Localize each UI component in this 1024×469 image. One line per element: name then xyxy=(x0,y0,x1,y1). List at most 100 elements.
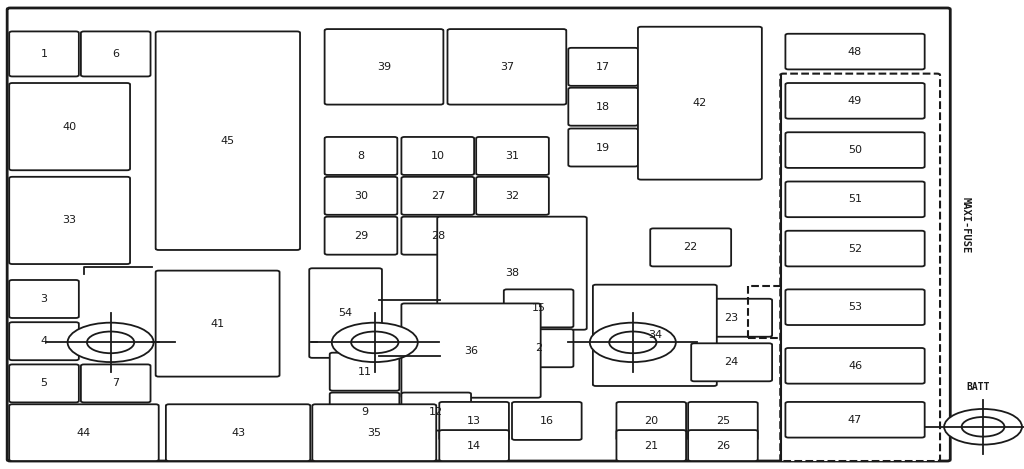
FancyBboxPatch shape xyxy=(401,303,541,398)
Text: 17: 17 xyxy=(596,62,610,72)
FancyBboxPatch shape xyxy=(785,132,925,168)
FancyBboxPatch shape xyxy=(325,137,397,175)
FancyBboxPatch shape xyxy=(785,83,925,119)
FancyBboxPatch shape xyxy=(9,83,130,170)
FancyBboxPatch shape xyxy=(785,231,925,266)
Text: 40: 40 xyxy=(62,121,77,132)
Text: 21: 21 xyxy=(644,440,658,451)
Text: 37: 37 xyxy=(500,62,514,72)
FancyBboxPatch shape xyxy=(401,393,471,431)
Text: 49: 49 xyxy=(848,96,862,106)
FancyBboxPatch shape xyxy=(439,402,509,440)
Text: 35: 35 xyxy=(368,428,381,438)
FancyBboxPatch shape xyxy=(330,393,399,431)
FancyBboxPatch shape xyxy=(309,268,382,358)
Circle shape xyxy=(68,323,154,362)
FancyBboxPatch shape xyxy=(437,217,587,330)
Text: 24: 24 xyxy=(725,357,738,367)
Text: 14: 14 xyxy=(467,440,481,451)
Text: 10: 10 xyxy=(431,151,444,161)
Text: 1: 1 xyxy=(41,49,47,59)
Text: 9: 9 xyxy=(361,407,368,416)
Text: BATT: BATT xyxy=(967,382,989,392)
Circle shape xyxy=(87,332,134,353)
FancyBboxPatch shape xyxy=(9,322,79,360)
Text: 52: 52 xyxy=(848,243,862,254)
FancyBboxPatch shape xyxy=(447,29,566,105)
Text: 31: 31 xyxy=(506,151,519,161)
FancyBboxPatch shape xyxy=(9,364,79,402)
FancyBboxPatch shape xyxy=(785,348,925,384)
Text: 3: 3 xyxy=(41,294,47,304)
FancyBboxPatch shape xyxy=(650,228,731,266)
Text: 53: 53 xyxy=(848,302,862,312)
FancyBboxPatch shape xyxy=(512,402,582,440)
FancyBboxPatch shape xyxy=(593,285,717,386)
Text: 51: 51 xyxy=(848,194,862,204)
Circle shape xyxy=(962,417,1005,437)
Text: 25: 25 xyxy=(716,416,730,426)
FancyBboxPatch shape xyxy=(568,48,638,86)
Circle shape xyxy=(944,409,1022,445)
FancyBboxPatch shape xyxy=(325,29,443,105)
Text: 11: 11 xyxy=(357,367,372,377)
FancyBboxPatch shape xyxy=(780,74,940,461)
Text: 22: 22 xyxy=(684,242,697,252)
Text: 4: 4 xyxy=(41,336,47,346)
FancyBboxPatch shape xyxy=(688,430,758,461)
FancyBboxPatch shape xyxy=(156,271,280,377)
Text: 44: 44 xyxy=(77,428,91,438)
Text: 23: 23 xyxy=(725,313,738,323)
Text: 16: 16 xyxy=(540,416,554,426)
FancyBboxPatch shape xyxy=(401,177,474,215)
Text: 39: 39 xyxy=(377,62,391,72)
Text: 6: 6 xyxy=(113,49,119,59)
Text: 7: 7 xyxy=(113,378,119,388)
FancyBboxPatch shape xyxy=(439,430,509,461)
FancyBboxPatch shape xyxy=(785,34,925,69)
FancyBboxPatch shape xyxy=(691,343,772,381)
FancyBboxPatch shape xyxy=(504,289,573,327)
Text: 8: 8 xyxy=(357,151,365,161)
Text: 18: 18 xyxy=(596,102,610,112)
Text: 43: 43 xyxy=(231,428,245,438)
FancyBboxPatch shape xyxy=(312,404,436,461)
Text: 30: 30 xyxy=(354,191,368,201)
FancyBboxPatch shape xyxy=(401,137,474,175)
Text: 2: 2 xyxy=(536,343,542,353)
Text: 28: 28 xyxy=(431,231,444,241)
Text: 42: 42 xyxy=(693,98,707,108)
Text: 54: 54 xyxy=(339,308,352,318)
FancyBboxPatch shape xyxy=(476,177,549,215)
FancyBboxPatch shape xyxy=(785,402,925,438)
Circle shape xyxy=(332,323,418,362)
FancyBboxPatch shape xyxy=(81,364,151,402)
Text: 34: 34 xyxy=(648,330,662,340)
Text: 50: 50 xyxy=(848,145,862,155)
FancyBboxPatch shape xyxy=(504,329,573,367)
Text: 12: 12 xyxy=(429,407,443,416)
FancyBboxPatch shape xyxy=(156,31,300,250)
FancyBboxPatch shape xyxy=(691,299,772,337)
FancyBboxPatch shape xyxy=(330,353,399,391)
FancyBboxPatch shape xyxy=(7,8,950,461)
FancyBboxPatch shape xyxy=(688,402,758,440)
Text: 27: 27 xyxy=(431,191,444,201)
FancyBboxPatch shape xyxy=(785,289,925,325)
Text: 15: 15 xyxy=(531,303,546,313)
Text: 33: 33 xyxy=(62,215,77,226)
Text: 26: 26 xyxy=(716,440,730,451)
Circle shape xyxy=(590,323,676,362)
Text: 38: 38 xyxy=(505,268,519,278)
FancyBboxPatch shape xyxy=(616,402,686,440)
Text: 48: 48 xyxy=(848,46,862,57)
FancyBboxPatch shape xyxy=(81,31,151,76)
Text: 41: 41 xyxy=(211,318,224,329)
Text: MAXI-FUSE: MAXI-FUSE xyxy=(961,197,971,253)
FancyBboxPatch shape xyxy=(568,129,638,166)
FancyBboxPatch shape xyxy=(616,430,686,461)
Text: 47: 47 xyxy=(848,415,862,425)
FancyBboxPatch shape xyxy=(785,182,925,217)
Text: 32: 32 xyxy=(506,191,519,201)
Text: 45: 45 xyxy=(221,136,234,146)
